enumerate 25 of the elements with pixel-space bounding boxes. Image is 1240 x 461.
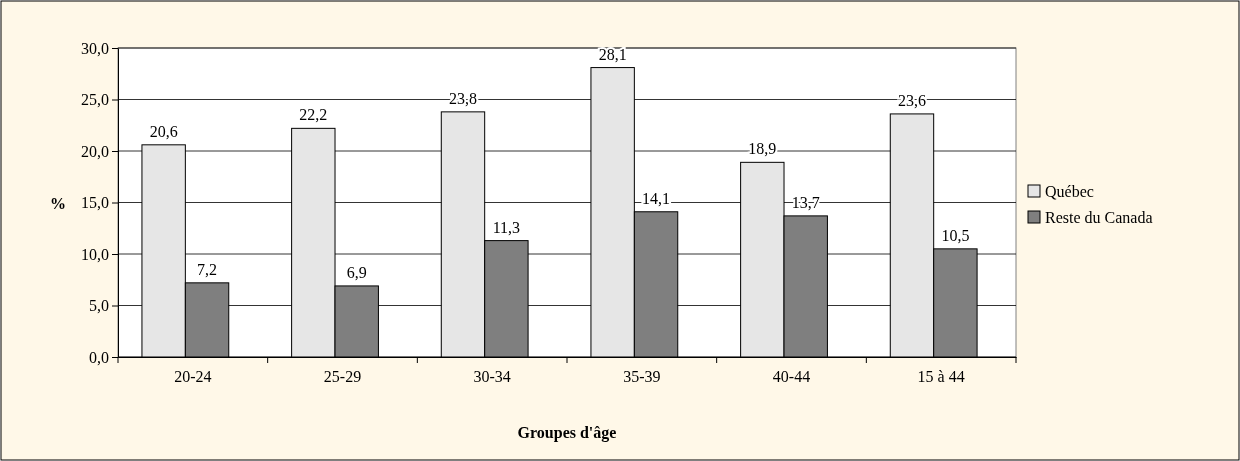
- data-label: 11,3: [492, 218, 521, 236]
- x-tick-label: 30-34: [473, 368, 511, 386]
- y-tick-label: 5,0: [89, 297, 109, 315]
- data-label: 20,6: [149, 122, 178, 140]
- x-tick-label: 35-39: [623, 368, 661, 386]
- y-tick-label: 20,0: [81, 142, 109, 160]
- x-tick-label: 20-24: [174, 368, 212, 386]
- legend-label: Québec: [1045, 183, 1094, 200]
- y-tick-label: 30,0: [81, 39, 109, 57]
- data-label: 6,9: [346, 263, 367, 281]
- data-label: 18,9: [748, 140, 777, 158]
- x-tick-label: 15 à 44: [917, 368, 965, 386]
- x-axis-title: Groupes d'âge: [517, 424, 617, 442]
- x-tick-label: 40-44: [772, 368, 811, 386]
- data-label: 22,2: [299, 106, 328, 124]
- y-tick-label: 25,0: [81, 91, 109, 109]
- data-label: 7,2: [197, 260, 218, 278]
- y-axis-title: %: [50, 194, 66, 212]
- legend-label: Reste du Canada: [1045, 209, 1153, 226]
- y-tick-label: 15,0: [81, 194, 109, 212]
- data-label: 28,1: [598, 45, 627, 63]
- data-label: 10,5: [941, 226, 970, 244]
- x-tick-label: 25-29: [323, 368, 362, 386]
- y-tick-label: 10,0: [81, 245, 109, 263]
- y-tick-label: 0,0: [89, 348, 109, 366]
